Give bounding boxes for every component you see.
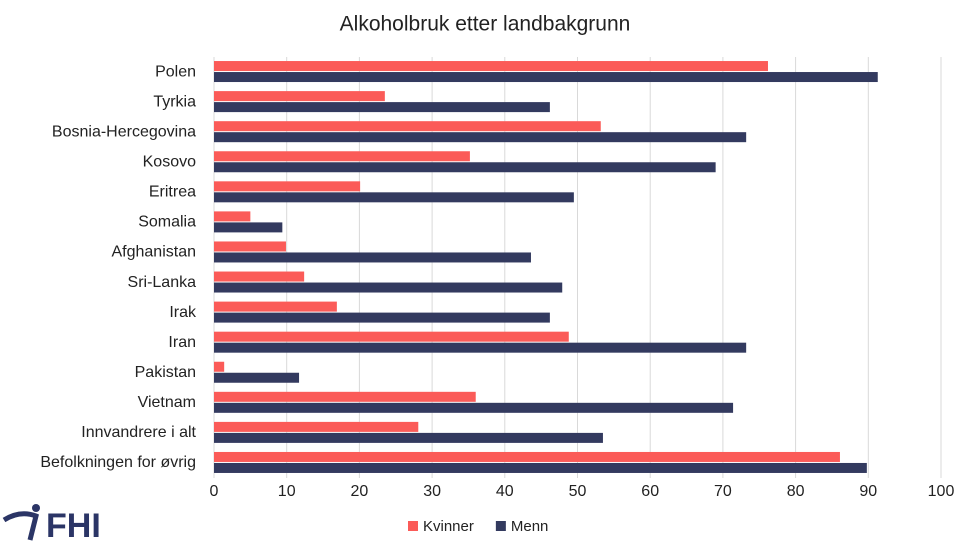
x-tick-label: 10 [278, 483, 296, 500]
legend-label: Kvinner [423, 518, 474, 535]
bar [214, 162, 716, 173]
legend-label: Menn [511, 518, 549, 535]
bar [214, 91, 385, 102]
y-tick-label: Tyrkia [153, 93, 196, 110]
bar [214, 301, 337, 312]
bar [214, 451, 840, 462]
x-tick-label: 100 [928, 483, 955, 500]
bar [214, 342, 747, 353]
y-tick-label: Eritrea [149, 184, 196, 201]
y-tick-label: Vietnam [138, 394, 196, 411]
bar [214, 421, 419, 432]
y-tick-label: Irak [169, 304, 197, 321]
y-tick-label: Pakistan [135, 364, 196, 381]
bar [214, 181, 361, 192]
bar [214, 331, 569, 342]
bar [214, 391, 476, 402]
x-tick-label: 30 [423, 483, 441, 500]
legend-swatch [495, 521, 506, 531]
x-tick-label: 70 [714, 483, 732, 500]
bar [214, 192, 574, 203]
bar [214, 241, 286, 252]
logo: FHI [2, 504, 101, 545]
bar [214, 151, 470, 162]
x-tick-label: 60 [641, 483, 659, 500]
logo-text: FHI [46, 507, 101, 545]
bar [214, 121, 601, 132]
bar [214, 402, 734, 413]
bar [214, 271, 305, 282]
y-tick-label: Afghanistan [111, 244, 196, 261]
x-tick-label: 0 [210, 483, 219, 500]
bar [214, 312, 550, 323]
logo-dot [32, 504, 40, 512]
y-tick-label: Befolkningen for øvrig [40, 454, 196, 471]
x-tick-label: 20 [351, 483, 369, 500]
bar [214, 432, 603, 443]
x-tick-label: 90 [859, 483, 877, 500]
y-tick-label: Sri-Lanka [128, 274, 197, 291]
x-tick-label: 80 [787, 483, 805, 500]
x-tick-label: 50 [569, 483, 587, 500]
y-tick-label: Polen [155, 63, 196, 80]
bar [214, 61, 768, 72]
bar [214, 372, 300, 383]
x-tick-label: 40 [496, 483, 514, 500]
logo-mark [2, 511, 39, 541]
bar [214, 132, 747, 143]
y-tick-label: Bosnia-Hercegovina [52, 123, 196, 140]
bar [214, 462, 867, 473]
y-tick-label: Somalia [138, 214, 196, 231]
bar [214, 282, 563, 293]
bar [214, 72, 878, 83]
legend-swatch [408, 521, 418, 531]
y-tick-label: Iran [168, 334, 196, 351]
y-tick-label: Kosovo [143, 153, 196, 170]
bar [214, 211, 251, 222]
y-tick-label: Innvandrere i alt [81, 424, 196, 441]
bar [214, 102, 550, 113]
bar [214, 361, 225, 372]
bar [214, 252, 531, 263]
bar [214, 222, 283, 233]
chart-title: Alkoholbruk etter landbakgrunn [340, 13, 631, 36]
